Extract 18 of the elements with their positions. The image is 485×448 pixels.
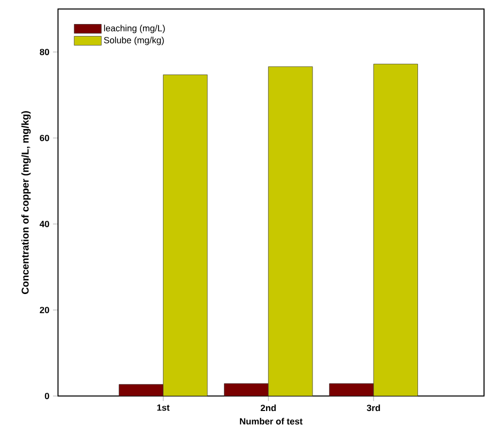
bar [163, 74, 208, 396]
x-axis-title: Number of test [240, 418, 303, 425]
bar [329, 383, 374, 396]
x-tick-label: 1st [157, 404, 170, 411]
legend-label: Solube (mg/kg) [104, 36, 164, 46]
bar [373, 64, 418, 396]
y-axis-title: Concentration of copper (mg/L, mg/kg) [21, 111, 31, 294]
bar [224, 384, 268, 396]
x-tick-label: 3rd [366, 404, 380, 412]
bar [268, 66, 313, 396]
y-tick-label: 20 [40, 306, 50, 314]
y-tick-label: 60 [40, 134, 50, 142]
legend-label: leaching (mg/L) [104, 24, 165, 34]
x-tick-label: 2nd [260, 404, 276, 412]
y-tick-label: 40 [40, 220, 50, 228]
y-tick-label: 80 [40, 48, 50, 56]
bar [119, 384, 164, 396]
y-tick-label: 0 [44, 392, 50, 400]
